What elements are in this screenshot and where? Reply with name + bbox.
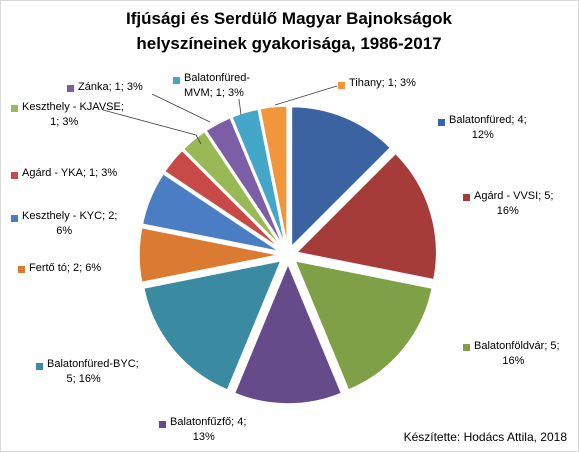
data-label-8-line-1: 1; 3% xyxy=(50,116,78,128)
legend-key-1 xyxy=(463,194,470,201)
pie-slice-1 xyxy=(295,152,438,281)
legend-key-3 xyxy=(159,421,166,428)
pie-slice-2 xyxy=(293,259,434,392)
data-label-10-line-0: Balatonfüred- xyxy=(184,72,250,84)
legend-key-7 xyxy=(11,172,18,179)
data-label-7-line-0: Agárd - YKA; 1; 3% xyxy=(22,167,117,179)
pie-slice-6 xyxy=(141,172,281,253)
data-label-2-line-1: 16% xyxy=(502,355,524,367)
chart-title-line-2: helyszíneinek gyakorisága, 1986-2017 xyxy=(136,34,441,53)
legend-key-8 xyxy=(11,105,18,112)
pie-slice-4 xyxy=(142,259,283,392)
data-labels: Balatonfüred; 4; 12% Agárd - VVSI; 5; 16% Ba… xyxy=(11,72,560,443)
leader-line-10 xyxy=(238,98,242,116)
data-label-9-line-0: Zánka; 1; 3% xyxy=(78,81,143,93)
data-label-4-line-0: Balatonfüred-BYC; xyxy=(47,358,139,370)
data-label-1-line-0: Agárd - VVSI; 5; xyxy=(474,190,553,202)
data-label-8-line-0: Keszthely - KJAVSE; xyxy=(22,101,124,113)
legend-key-9 xyxy=(67,85,74,92)
data-label-4-line-1: 5; 16% xyxy=(66,373,100,385)
data-label-6-line-1: 6% xyxy=(56,225,72,237)
data-label-3-line-0: Balatonfűzfő; 4; xyxy=(170,416,246,428)
chart-title-line-1: Ifjúsági és Serdülő Magyar Bajnokságok xyxy=(126,9,452,28)
pie-slice-0 xyxy=(290,105,392,249)
pie-slice-5 xyxy=(138,226,280,284)
data-label-3-line-1: 13% xyxy=(193,431,215,443)
pie-slice-11 xyxy=(258,105,288,247)
pie-slices xyxy=(138,105,438,405)
pie-slice-7 xyxy=(163,149,282,250)
legend-key-11 xyxy=(338,82,345,89)
legend-key-2 xyxy=(463,344,470,351)
legend-key-10 xyxy=(173,77,180,84)
pie-slice-3 xyxy=(233,262,343,405)
legend-key-5 xyxy=(18,266,25,273)
data-label-0-line-0: Balatonfüred; 4; xyxy=(449,114,527,126)
data-label-6-line-0: Keszthely - KYC; 2; xyxy=(22,210,117,222)
data-label-10-line-1: MVM; 1; 3% xyxy=(184,87,244,99)
pie-slice-9 xyxy=(204,116,285,248)
leader-line-8 xyxy=(102,109,202,145)
pie-slice-10 xyxy=(230,108,287,247)
leader-lines xyxy=(102,85,338,145)
legend-key-6 xyxy=(11,215,18,222)
chart-credit: Készítette: Hodács Attila, 2018 xyxy=(404,430,568,444)
data-label-0-line-1: 12% xyxy=(472,129,494,141)
data-label-11-line-0: Tihany; 1; 3% xyxy=(349,77,416,89)
leader-line-11 xyxy=(274,85,338,106)
legend-key-4 xyxy=(36,363,43,370)
legend-key-0 xyxy=(438,119,445,126)
leader-line-9 xyxy=(151,93,211,123)
data-label-1-line-1: 16% xyxy=(497,205,519,217)
pie-slice-8 xyxy=(182,130,283,249)
data-label-5-line-0: Fertő tó; 2; 6% xyxy=(29,262,101,274)
data-label-2-line-0: Balatonföldvár; 5; xyxy=(474,340,560,352)
